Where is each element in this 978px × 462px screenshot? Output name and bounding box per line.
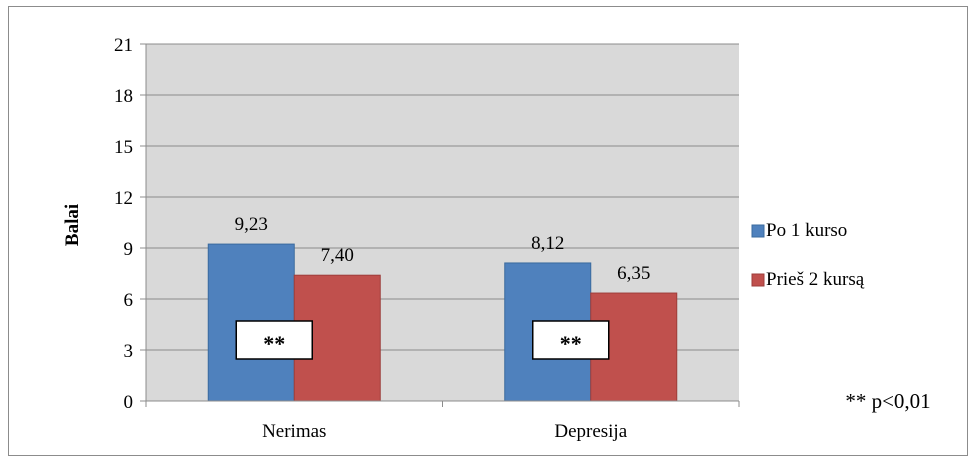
significance-marker: ** — [235, 320, 313, 360]
y-axis-label: Balai — [62, 204, 83, 246]
significance-text: ** — [263, 331, 285, 356]
legend-swatch — [751, 273, 765, 287]
significance-box — [235, 320, 313, 360]
significance-markers: ** ** — [235, 320, 610, 360]
axes — [145, 44, 740, 407]
y-tick-label: 0 — [124, 392, 134, 413]
bar — [590, 292, 678, 402]
x-tick-labels: Nerimas Depresija — [262, 421, 628, 442]
y-tick-label: 3 — [124, 341, 134, 362]
bar-value-label: 9,23 — [235, 214, 268, 235]
bar-value-label: 6,35 — [617, 263, 650, 284]
y-tick-labels: 0 3 6 9 12 15 18 21 — [114, 35, 133, 413]
data-labels: 9,23 7,40 8,12 6,35 — [235, 214, 651, 284]
bar-value-label: 7,40 — [321, 245, 354, 266]
legend-entry: Prieš 2 kursą — [751, 269, 865, 290]
y-tick-label: 12 — [114, 188, 133, 209]
y-tick-label: 18 — [114, 86, 133, 107]
legend: Po 1 kurso Prieš 2 kursą — [751, 220, 865, 290]
y-tick-label: 6 — [124, 290, 134, 311]
y-tick-label: 15 — [114, 137, 133, 158]
y-tick-label: 21 — [114, 35, 133, 56]
legend-swatch — [751, 224, 765, 238]
significance-marker: ** — [532, 320, 610, 360]
legend-label: Po 1 kurso — [766, 220, 847, 241]
significance-text: ** — [560, 331, 582, 356]
category-label: Nerimas — [262, 421, 326, 442]
y-tick-label: 9 — [124, 239, 134, 260]
significance-box — [532, 320, 610, 360]
category-label: Depresija — [554, 421, 627, 442]
legend-label: Prieš 2 kursą — [766, 269, 865, 290]
significance-footnote: ** p<0,01 — [845, 389, 930, 413]
bar-value-label: 8,12 — [531, 233, 564, 254]
legend-entry: Po 1 kurso — [751, 220, 847, 241]
